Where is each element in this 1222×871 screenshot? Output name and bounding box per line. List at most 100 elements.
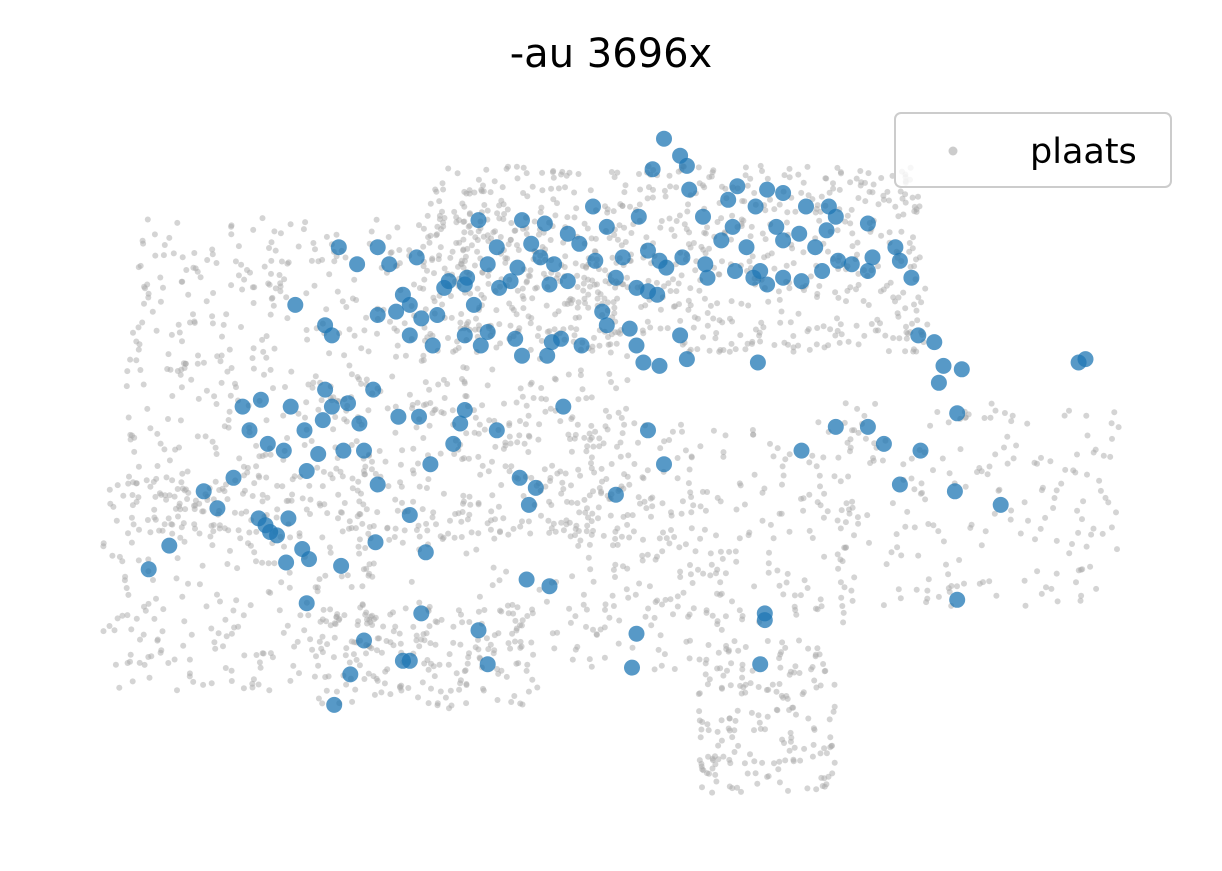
plaats-point (451, 451, 458, 457)
plaats-point (133, 338, 140, 345)
plaats-point (354, 374, 361, 380)
plaats-point (302, 414, 308, 421)
plaats-point (572, 314, 579, 321)
plaats-point (875, 201, 882, 208)
plaats-point (178, 278, 185, 285)
plaats-point (436, 661, 443, 668)
plaats-point (309, 384, 316, 391)
au-point (507, 330, 524, 347)
plaats-point (830, 180, 836, 187)
plaats-point (1047, 458, 1054, 465)
plaats-point (864, 512, 871, 519)
plaats-point (172, 446, 179, 453)
plaats-point (271, 228, 278, 235)
plaats-point (266, 245, 272, 251)
plaats-point (324, 510, 331, 517)
plaats-point (878, 232, 885, 239)
plaats-point (805, 192, 812, 199)
plaats-point (1013, 442, 1020, 449)
au-point (644, 161, 661, 178)
plaats-point (1108, 420, 1115, 427)
au-point (775, 232, 792, 249)
au-point (678, 157, 695, 174)
plaats-point (804, 785, 811, 792)
plaats-point (844, 212, 851, 219)
plaats-point (479, 462, 486, 469)
plaats-point (359, 520, 366, 527)
plaats-point (236, 455, 243, 462)
plaats-point (224, 496, 231, 503)
plaats-point (359, 583, 366, 590)
plaats-point (612, 284, 619, 291)
plaats-point (124, 368, 131, 375)
plaats-point (500, 216, 507, 223)
plaats-point (517, 700, 524, 707)
plaats-point (485, 272, 492, 279)
au-point (678, 351, 695, 368)
plaats-point (243, 508, 250, 515)
plaats-point (287, 221, 294, 228)
au-point (310, 446, 327, 462)
plaats-point (831, 681, 838, 688)
plaats-point (757, 162, 764, 169)
au-point (317, 381, 334, 398)
plaats-point (526, 433, 533, 440)
plaats-point (353, 438, 360, 445)
plaats-point (484, 382, 491, 389)
plaats-point (343, 645, 350, 652)
plaats-point (849, 230, 856, 237)
plaats-point (674, 475, 681, 482)
plaats-point (855, 195, 862, 201)
plaats-point (351, 276, 358, 283)
plaats-point (222, 665, 229, 671)
plaats-point (678, 421, 684, 428)
plaats-point (613, 385, 620, 392)
plaats-point (560, 486, 567, 492)
plaats-point (945, 571, 952, 578)
au-point (571, 235, 588, 252)
plaats-point (318, 397, 325, 404)
plaats-point (1004, 433, 1011, 440)
plaats-point (897, 188, 904, 195)
plaats-point (549, 462, 556, 469)
plaats-point (795, 342, 802, 349)
plaats-point (1007, 516, 1014, 523)
plaats-point (696, 690, 703, 697)
plaats-point (559, 479, 566, 486)
plaats-point (616, 222, 623, 229)
plaats-point (472, 414, 479, 421)
plaats-point (135, 463, 142, 470)
plaats-point (795, 310, 802, 317)
plaats-point (707, 572, 714, 579)
plaats-point (786, 165, 793, 172)
plaats-point (830, 185, 837, 192)
plaats-point (649, 194, 656, 201)
plaats-point (420, 357, 427, 364)
plaats-point (687, 571, 694, 578)
plaats-point (670, 276, 676, 283)
plaats-point (182, 506, 189, 513)
plaats-point (615, 640, 622, 647)
plaats-point (580, 280, 587, 287)
plaats-point (601, 295, 608, 302)
plaats-point (918, 299, 925, 306)
plaats-point (190, 678, 197, 685)
plaats-point (577, 537, 584, 544)
plaats-point (558, 171, 565, 178)
plaats-point (737, 332, 744, 339)
au-point (949, 591, 966, 608)
plaats-point (391, 325, 398, 332)
plaats-point (502, 255, 509, 262)
plaats-point (572, 613, 579, 620)
plaats-point (507, 322, 514, 329)
plaats-point (1024, 420, 1031, 427)
plaats-point (706, 770, 712, 777)
au-point (330, 239, 347, 256)
plaats-point (771, 265, 778, 272)
plaats-point (159, 628, 166, 635)
au-point (752, 656, 769, 673)
plaats-point (346, 659, 353, 666)
plaats-point (130, 521, 137, 528)
plaats-point (862, 198, 869, 205)
plaats-point (284, 315, 291, 322)
